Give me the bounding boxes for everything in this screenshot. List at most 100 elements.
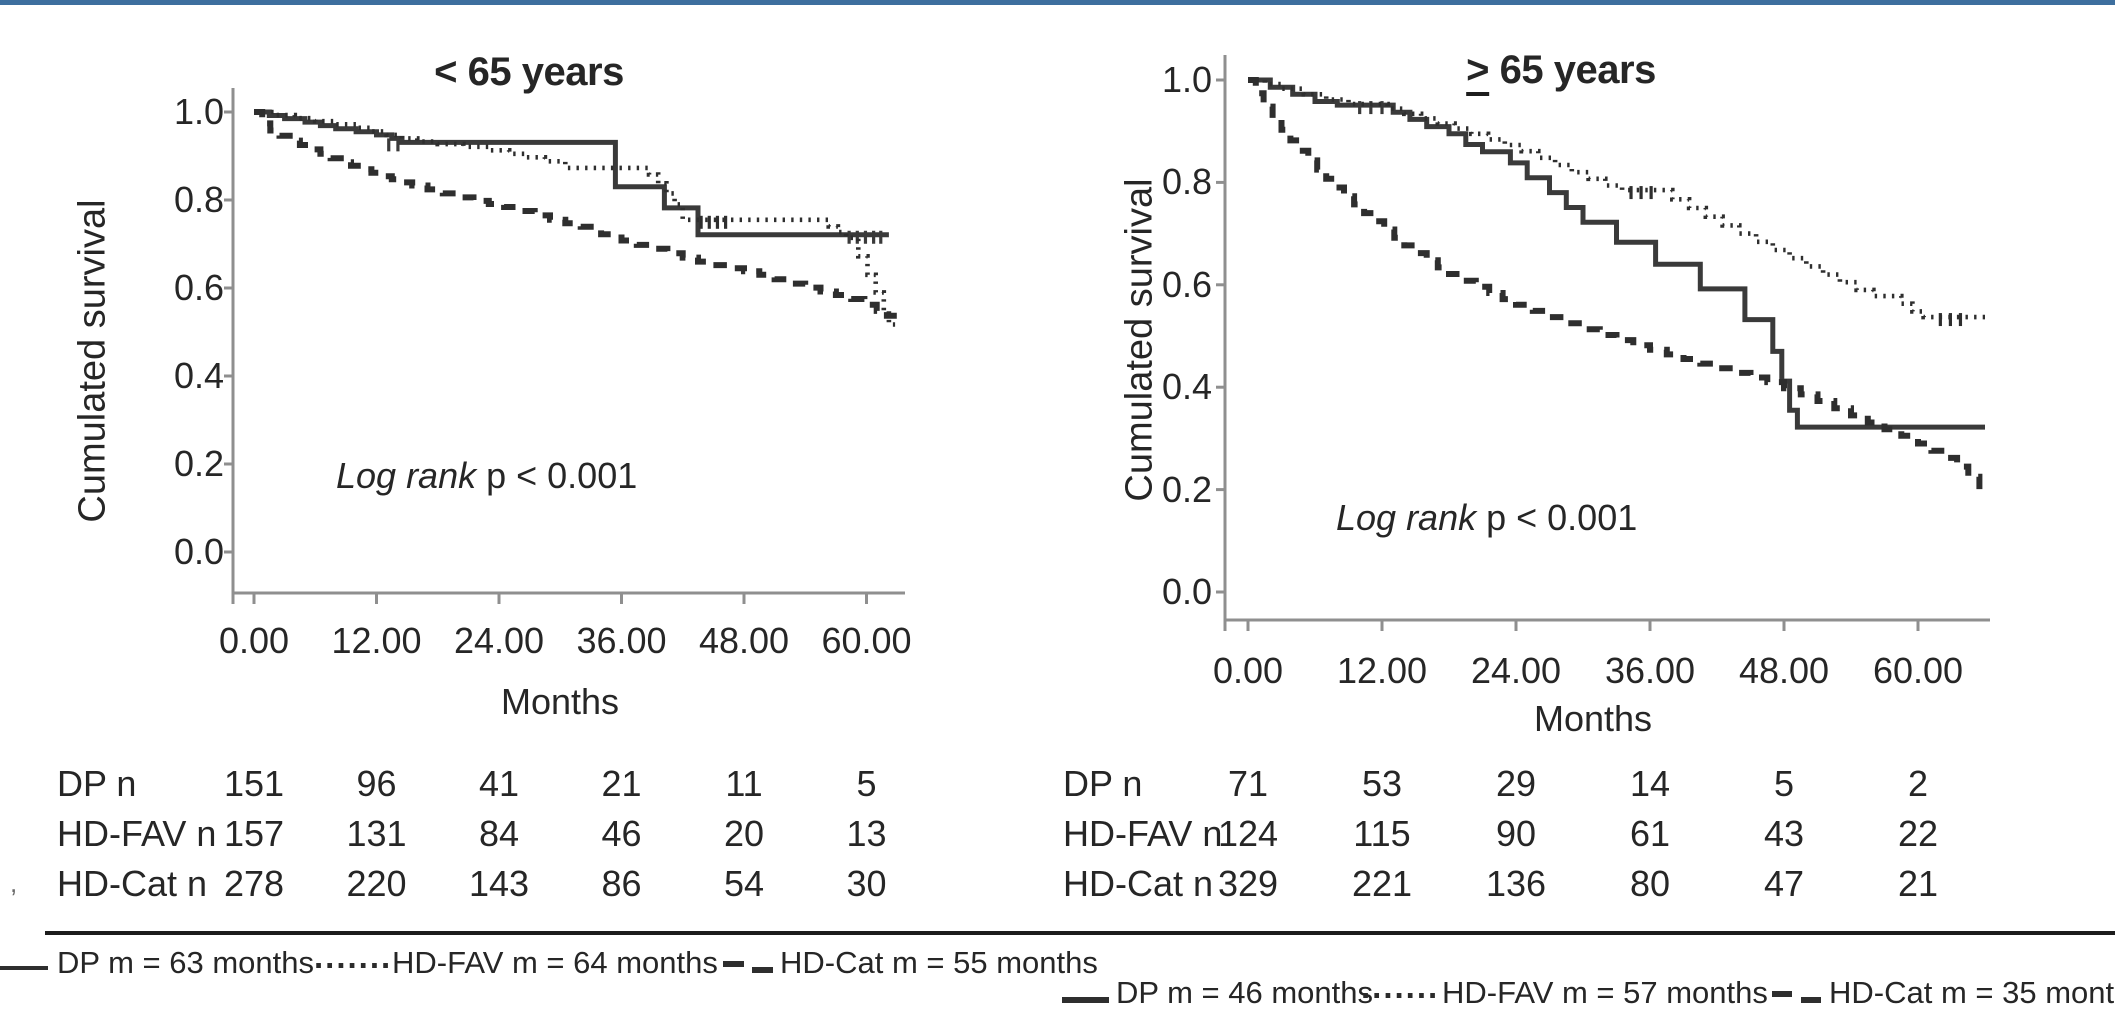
x-tick-label: 12.00 bbox=[1336, 650, 1428, 691]
risk-row-label: DP n bbox=[57, 763, 137, 804]
risk-row-label: DP n bbox=[1063, 763, 1143, 804]
risk-row-label: HD-FAV n bbox=[1063, 813, 1223, 854]
x-tick-label: 48.00 bbox=[698, 620, 790, 661]
risk-count: 20 bbox=[723, 813, 765, 854]
risk-count: 5 bbox=[1773, 763, 1795, 804]
x-tick-label: 0.00 bbox=[1212, 650, 1284, 691]
risk-count: 41 bbox=[478, 763, 520, 804]
y-tick-label: 0.4 bbox=[1161, 366, 1212, 408]
risk-count: 90 bbox=[1495, 813, 1537, 854]
logrank-annotation-right: Log rank p < 0.001 bbox=[1336, 497, 1637, 539]
y-tick-label: 0.0 bbox=[173, 531, 224, 572]
y-tick-label: 0.4 bbox=[173, 355, 224, 396]
x-axis-label-left: Months bbox=[500, 681, 620, 722]
risk-count: 11 bbox=[725, 763, 763, 804]
x-tick-label: 60.00 bbox=[1872, 650, 1964, 691]
risk-count: 47 bbox=[1763, 863, 1805, 904]
panel-title-under65: < 65 years bbox=[434, 50, 624, 95]
dashed-line-sample-icon bbox=[752, 967, 773, 973]
legend-divider-line bbox=[45, 931, 2115, 935]
risk-count: 5 bbox=[856, 763, 877, 804]
logrank-italic: Log rank bbox=[336, 455, 477, 496]
legend-hdcat-left: HD-Cat m = 55 months bbox=[780, 945, 1098, 980]
risk-count: 136 bbox=[1485, 863, 1547, 904]
y-tick-label: 1.0 bbox=[173, 91, 224, 132]
dotted-line-sample-icon: ....... bbox=[314, 938, 393, 975]
title-text: 65 years bbox=[457, 50, 625, 94]
legend-hdfav-right: HD-FAV m = 57 months bbox=[1442, 975, 1768, 1010]
risk-count: 115 bbox=[1353, 813, 1411, 854]
risk-count: 86 bbox=[601, 863, 642, 904]
risk-count: 329 bbox=[1217, 863, 1279, 904]
risk-count: 13 bbox=[846, 813, 887, 854]
curve-hd-cat bbox=[1248, 77, 1985, 494]
y-tick-label: 0.6 bbox=[1161, 263, 1212, 305]
legend-dp-right: DP m = 46 months bbox=[1116, 975, 1374, 1010]
y-tick-label: 0.2 bbox=[1161, 468, 1212, 510]
risk-count: 220 bbox=[346, 863, 407, 904]
x-tick-label: 0.00 bbox=[218, 620, 290, 661]
risk-count: 221 bbox=[1351, 863, 1413, 904]
legend-hdfav-left: HD-FAV m = 64 months bbox=[392, 945, 718, 980]
y-axis-label-left: Cumulated survival bbox=[71, 199, 114, 523]
y-axis-label-right: Cumulated survival bbox=[1118, 178, 1161, 502]
panel-title-over65: > 65 years bbox=[1466, 48, 1657, 96]
risk-count: 14 bbox=[1629, 763, 1671, 804]
risk-count: 143 bbox=[468, 863, 530, 904]
y-tick-label: 1.0 bbox=[1161, 59, 1212, 100]
y-tick-label: 0.6 bbox=[173, 267, 224, 308]
risk-count: 53 bbox=[1361, 763, 1403, 804]
title-symbol-gte: > bbox=[1466, 48, 1490, 96]
risk-count: 278 bbox=[223, 863, 285, 904]
risk-count: 131 bbox=[346, 813, 407, 854]
curve-hd-cat bbox=[254, 109, 901, 323]
title-text: 65 years bbox=[1489, 48, 1657, 92]
legend-hdcat-right: HD-Cat m = 35 months bbox=[1829, 975, 2115, 1010]
x-tick-label: 12.00 bbox=[331, 620, 422, 661]
risk-count: 61 bbox=[1629, 813, 1671, 854]
x-axis-label-right: Months bbox=[1533, 698, 1653, 739]
x-tick-label: 24.00 bbox=[453, 620, 545, 661]
x-tick-label: 36.00 bbox=[1604, 650, 1696, 691]
y-tick-label: 0.8 bbox=[173, 179, 224, 220]
risk-count: 71 bbox=[1227, 763, 1269, 804]
risk-row-label: HD-FAV n bbox=[57, 813, 217, 854]
curve-dp bbox=[254, 109, 889, 238]
logrank-annotation-left: Log rank p < 0.001 bbox=[336, 455, 637, 497]
risk-count: 30 bbox=[846, 863, 887, 904]
risk-count: 84 bbox=[478, 813, 520, 854]
top-border-bar bbox=[0, 0, 2115, 5]
x-tick-label: 36.00 bbox=[576, 620, 667, 661]
risk-count: 80 bbox=[1629, 863, 1671, 904]
risk-row-label: HD-Cat n bbox=[57, 863, 208, 904]
solid-line-sample-icon bbox=[0, 966, 48, 970]
risk-count: 43 bbox=[1763, 813, 1805, 854]
risk-count: 157 bbox=[223, 813, 285, 854]
dashed-line-sample-icon bbox=[1772, 991, 1792, 997]
risk-count: 151 bbox=[223, 763, 285, 804]
x-tick-label: 24.00 bbox=[1470, 650, 1562, 691]
x-tick-label: 60.00 bbox=[821, 620, 912, 661]
curve-hd-fav bbox=[1248, 77, 1985, 320]
dashed-line-sample-icon bbox=[723, 961, 744, 967]
risk-row-label: HD-Cat n bbox=[1063, 863, 1214, 904]
title-symbol-lt: < bbox=[434, 50, 458, 94]
logrank-pvalue: p < 0.001 bbox=[1476, 497, 1638, 538]
risk-count: 21 bbox=[601, 763, 642, 804]
dashed-line-sample-icon bbox=[1801, 997, 1821, 1003]
risk-count: 29 bbox=[1495, 763, 1537, 804]
curve-hd-fav bbox=[254, 109, 896, 327]
scan-artifact: , bbox=[10, 868, 18, 898]
legend-dp-left: DP m = 63 months bbox=[57, 945, 315, 980]
solid-line-sample-icon bbox=[1062, 997, 1109, 1003]
y-tick-label: 0.8 bbox=[1161, 161, 1212, 203]
risk-count: 124 bbox=[1217, 813, 1279, 854]
risk-count: 21 bbox=[1897, 863, 1939, 904]
risk-count: 46 bbox=[601, 813, 642, 854]
x-tick-label: 48.00 bbox=[1738, 650, 1830, 691]
y-tick-label: 0.0 bbox=[1161, 571, 1212, 612]
risk-count: 22 bbox=[1897, 813, 1939, 854]
logrank-italic: Log rank bbox=[1336, 497, 1477, 538]
